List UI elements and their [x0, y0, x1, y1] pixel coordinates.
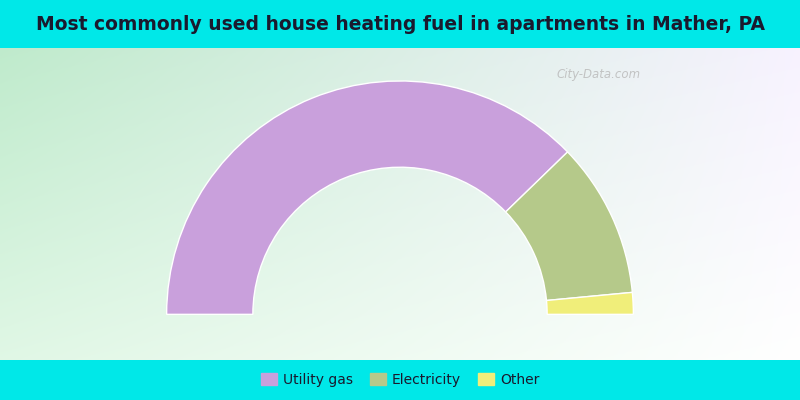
Text: Most commonly used house heating fuel in apartments in Mather, PA: Most commonly used house heating fuel in… [35, 16, 765, 34]
Legend: Utility gas, Electricity, Other: Utility gas, Electricity, Other [255, 368, 545, 392]
Text: City-Data.com: City-Data.com [557, 68, 641, 81]
Wedge shape [506, 152, 632, 300]
Wedge shape [166, 81, 567, 314]
Wedge shape [546, 292, 634, 314]
